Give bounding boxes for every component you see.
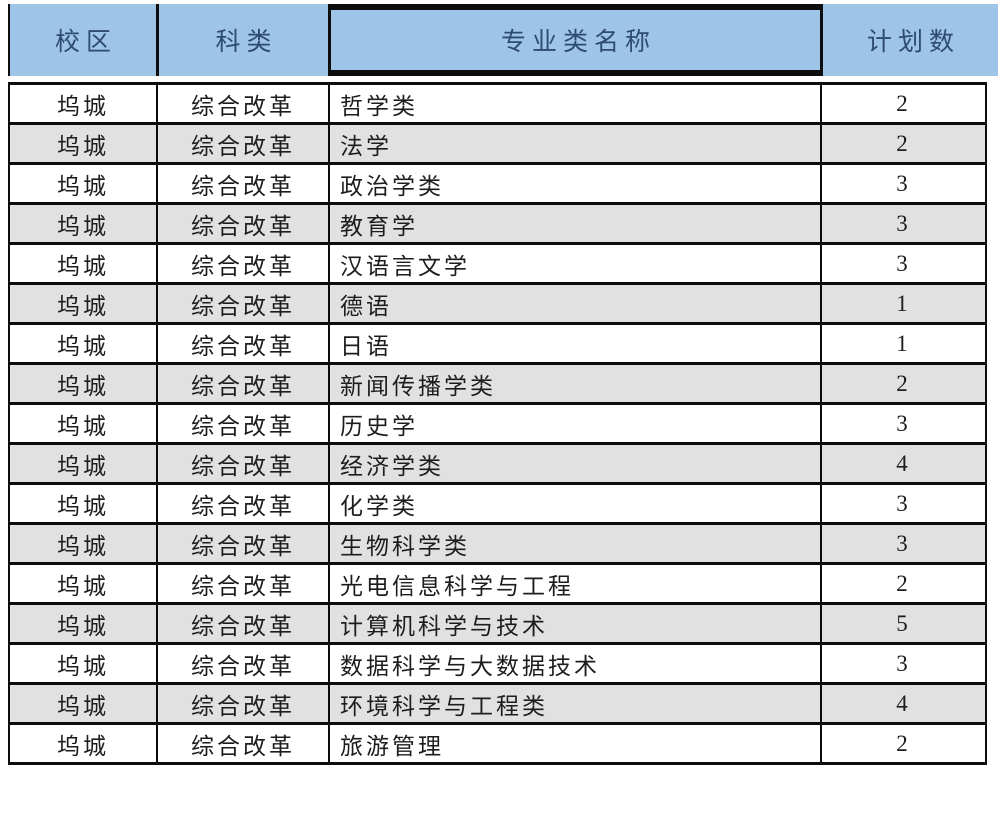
table-row: 坞城 综合改革 经济学类 4 [8, 442, 987, 485]
cell-campus: 坞城 [8, 362, 158, 405]
table-row: 坞城 综合改革 光电信息科学与工程 2 [8, 562, 987, 605]
cell-major-name: 政治学类 [328, 162, 822, 205]
header-major-category-name: 专业类名称 [328, 4, 820, 76]
cell-plan-count: 1 [820, 282, 987, 325]
table-row: 坞城 综合改革 历史学 3 [8, 402, 987, 445]
cell-subject-category: 综合改革 [156, 482, 330, 525]
cell-major-name: 光电信息科学与工程 [328, 562, 822, 605]
cell-subject-category: 综合改革 [156, 562, 330, 605]
cell-campus: 坞城 [8, 482, 158, 525]
cell-subject-category: 综合改革 [156, 162, 330, 205]
table-row: 坞城 综合改革 法学 2 [8, 122, 987, 165]
cell-campus: 坞城 [8, 82, 158, 125]
cell-subject-category: 综合改革 [156, 722, 330, 765]
cell-plan-count: 3 [820, 482, 987, 525]
cell-plan-count: 3 [820, 402, 987, 445]
table-row: 坞城 综合改革 汉语言文学 3 [8, 242, 987, 285]
cell-major-name: 汉语言文学 [328, 242, 822, 285]
cell-major-name: 计算机科学与技术 [328, 602, 822, 645]
cell-plan-count: 2 [820, 362, 987, 405]
cell-plan-count: 3 [820, 242, 987, 285]
cell-plan-count: 3 [820, 522, 987, 565]
cell-campus: 坞城 [8, 322, 158, 365]
cell-campus: 坞城 [8, 242, 158, 285]
cell-campus: 坞城 [8, 522, 158, 565]
cell-plan-count: 2 [820, 82, 987, 125]
table-row: 坞城 综合改革 生物科学类 3 [8, 522, 987, 565]
cell-subject-category: 综合改革 [156, 402, 330, 445]
table-row: 坞城 综合改革 教育学 3 [8, 202, 987, 245]
cell-subject-category: 综合改革 [156, 602, 330, 645]
table-row: 坞城 综合改革 化学类 3 [8, 482, 987, 525]
header-subject-category: 科类 [156, 4, 328, 76]
cell-major-name: 数据科学与大数据技术 [328, 642, 822, 685]
cell-major-name: 经济学类 [328, 442, 822, 485]
table-header-row: 校区 科类 专业类名称 计划数 [8, 4, 998, 76]
cell-major-name: 化学类 [328, 482, 822, 525]
cell-campus: 坞城 [8, 602, 158, 645]
cell-campus: 坞城 [8, 162, 158, 205]
admission-plan-table: 坞城 综合改革 哲学类 2 坞城 综合改革 法学 2 坞城 综合改革 政治学类 … [8, 82, 987, 765]
table-row: 坞城 综合改革 计算机科学与技术 5 [8, 602, 987, 645]
cell-campus: 坞城 [8, 282, 158, 325]
cell-plan-count: 4 [820, 682, 987, 725]
cell-subject-category: 综合改革 [156, 202, 330, 245]
cell-major-name: 德语 [328, 282, 822, 325]
cell-major-name: 新闻传播学类 [328, 362, 822, 405]
cell-campus: 坞城 [8, 642, 158, 685]
cell-subject-category: 综合改革 [156, 682, 330, 725]
cell-plan-count: 2 [820, 722, 987, 765]
cell-campus: 坞城 [8, 202, 158, 245]
cell-campus: 坞城 [8, 682, 158, 725]
cell-campus: 坞城 [8, 722, 158, 765]
cell-subject-category: 综合改革 [156, 242, 330, 285]
cell-plan-count: 3 [820, 642, 987, 685]
cell-subject-category: 综合改革 [156, 362, 330, 405]
cell-subject-category: 综合改革 [156, 82, 330, 125]
table-row: 坞城 综合改革 新闻传播学类 2 [8, 362, 987, 405]
cell-plan-count: 2 [820, 122, 987, 165]
table-row: 坞城 综合改革 哲学类 2 [8, 82, 987, 125]
cell-plan-count: 3 [820, 162, 987, 205]
cell-subject-category: 综合改革 [156, 122, 330, 165]
cell-subject-category: 综合改革 [156, 442, 330, 485]
table-row: 坞城 综合改革 德语 1 [8, 282, 987, 325]
cell-plan-count: 1 [820, 322, 987, 365]
header-plan-count: 计划数 [820, 4, 998, 76]
cell-major-name: 旅游管理 [328, 722, 822, 765]
cell-subject-category: 综合改革 [156, 322, 330, 365]
cell-campus: 坞城 [8, 442, 158, 485]
cell-campus: 坞城 [8, 402, 158, 445]
header-campus: 校区 [8, 4, 156, 76]
table-row: 坞城 综合改革 数据科学与大数据技术 3 [8, 642, 987, 685]
cell-major-name: 哲学类 [328, 82, 822, 125]
cell-subject-category: 综合改革 [156, 642, 330, 685]
table-row: 坞城 综合改革 政治学类 3 [8, 162, 987, 205]
cell-campus: 坞城 [8, 122, 158, 165]
cell-campus: 坞城 [8, 562, 158, 605]
table-row: 坞城 综合改革 环境科学与工程类 4 [8, 682, 987, 725]
plan-table-body: 坞城 综合改革 哲学类 2 坞城 综合改革 法学 2 坞城 综合改革 政治学类 … [8, 82, 987, 765]
cell-subject-category: 综合改革 [156, 282, 330, 325]
cell-plan-count: 2 [820, 562, 987, 605]
table-row: 坞城 综合改革 日语 1 [8, 322, 987, 365]
cell-major-name: 历史学 [328, 402, 822, 445]
cell-major-name: 日语 [328, 322, 822, 365]
cell-major-name: 生物科学类 [328, 522, 822, 565]
cell-major-name: 环境科学与工程类 [328, 682, 822, 725]
cell-plan-count: 5 [820, 602, 987, 645]
table-row: 坞城 综合改革 旅游管理 2 [8, 722, 987, 765]
cell-plan-count: 3 [820, 202, 987, 245]
cell-subject-category: 综合改革 [156, 522, 330, 565]
cell-major-name: 法学 [328, 122, 822, 165]
cell-major-name: 教育学 [328, 202, 822, 245]
cell-plan-count: 4 [820, 442, 987, 485]
